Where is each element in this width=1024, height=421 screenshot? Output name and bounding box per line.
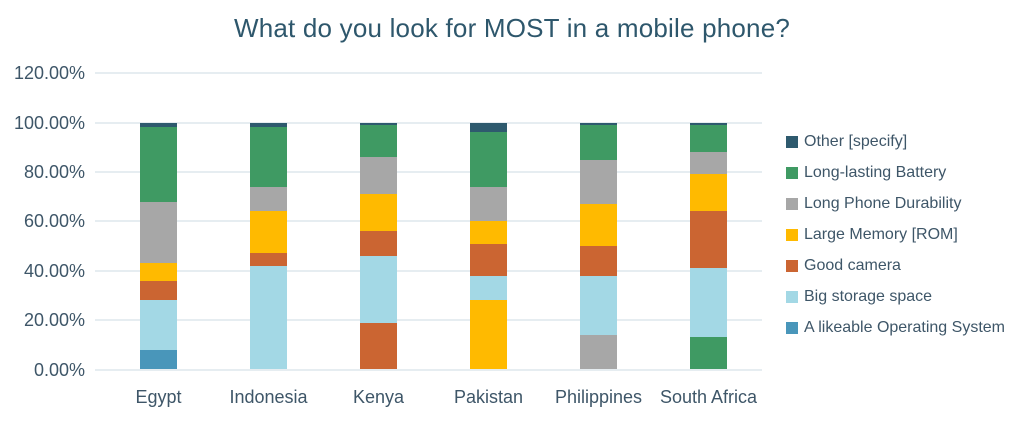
y-axis-tick-label: 60.00% xyxy=(23,211,85,232)
bar-egypt-segment-good-camera xyxy=(140,280,177,301)
bar-egypt-segment-large-memory-rom- xyxy=(140,263,177,281)
legend-item-good-camera: Good camera xyxy=(786,256,901,276)
y-axis-tick-label: 0.00% xyxy=(33,359,85,380)
y-axis-tick-label: 80.00% xyxy=(23,161,85,182)
legend-swatch-big-storage-space xyxy=(786,291,798,303)
y-axis-tick-label: 120.00% xyxy=(13,63,85,84)
bar-kenya-segment-other-specify- xyxy=(360,122,397,125)
legend-swatch-a-likeable-operating-system xyxy=(786,322,798,334)
bar-philippines-segment-other-specify- xyxy=(580,122,617,125)
bar-egypt-segment-long-lasting-battery xyxy=(140,127,177,202)
x-axis-label-philippines: Philippines xyxy=(554,387,643,407)
legend-label-long-phone-durability: Long Phone Durability xyxy=(804,195,962,212)
bar-indonesia-segment-long-phone-durability xyxy=(250,186,287,212)
bar-egypt-segment-other-specify- xyxy=(140,122,177,128)
legend-label-good-camera: Good camera xyxy=(804,257,901,274)
bar-pakistan-segment-large-memory-rom- xyxy=(470,300,507,370)
bar-south-africa-segment-long-lasting-battery xyxy=(690,124,727,153)
gridline-80 xyxy=(95,170,762,173)
legend-label-long-lasting-battery: Long-lasting Battery xyxy=(804,164,947,181)
bar-pakistan-segment-big-storage-space xyxy=(470,275,507,301)
bar-pakistan-segment-long-lasting-battery xyxy=(470,132,507,187)
legend-swatch-large-memory-rom- xyxy=(786,229,798,241)
gridline-100 xyxy=(95,121,762,124)
bar-philippines-segment-large-memory-rom- xyxy=(580,204,617,246)
bar-south-africa-segment-other-specify- xyxy=(690,122,727,125)
bar-indonesia-segment-other-specify- xyxy=(250,122,287,128)
bar-philippines-segment-long-lasting-battery xyxy=(580,124,617,160)
legend-swatch-good-camera xyxy=(786,260,798,272)
legend-item-a-likeable-operating-system: A likeable Operating System xyxy=(786,318,1005,338)
legend-swatch-long-phone-durability xyxy=(786,198,798,210)
gridline-60 xyxy=(95,220,762,223)
legend-label-other-specify-: Other [specify] xyxy=(804,133,908,150)
bar-indonesia-segment-large-memory-rom- xyxy=(250,211,287,254)
bar-south-africa-segment-good-camera xyxy=(690,211,727,269)
x-axis-label-south-africa: South Africa xyxy=(659,387,758,407)
bar-indonesia-segment-long-lasting-battery xyxy=(250,127,287,187)
legend-item-large-memory-rom-: Large Memory [ROM] xyxy=(786,225,958,245)
bar-south-africa-segment-large-memory-rom- xyxy=(690,174,727,212)
legend-item-long-lasting-battery: Long-lasting Battery xyxy=(786,163,946,183)
legend-swatch-long-lasting-battery xyxy=(786,167,798,179)
bar-philippines-segment-long-phone-durability xyxy=(580,334,617,370)
legend-swatch-other-specify- xyxy=(786,136,798,148)
gridline-20 xyxy=(95,319,762,322)
legend-label-large-memory-rom-: Large Memory [ROM] xyxy=(804,226,958,243)
x-axis-label-pakistan: Pakistan xyxy=(453,387,524,407)
bar-south-africa-segment-long-lasting-battery xyxy=(690,337,727,370)
bar-kenya-segment-long-lasting-battery xyxy=(360,124,397,158)
x-axis-label-indonesia: Indonesia xyxy=(229,387,308,407)
bar-indonesia-segment-big-storage-space xyxy=(250,265,287,370)
legend-label-big-storage-space: Big storage space xyxy=(804,288,933,305)
gridline-40 xyxy=(95,269,762,272)
bar-philippines-segment-long-phone-durability xyxy=(580,159,617,204)
bar-indonesia-segment-good-camera xyxy=(250,253,287,266)
legend-item-long-phone-durability: Long Phone Durability xyxy=(786,194,961,214)
gridline-0 xyxy=(95,368,762,371)
y-axis-tick-label: 20.00% xyxy=(23,310,85,331)
gridline-120 xyxy=(95,72,762,75)
bar-pakistan-segment-long-phone-durability xyxy=(470,186,507,222)
legend-item-big-storage-space: Big storage space xyxy=(786,287,932,307)
bar-egypt-segment-big-storage-space xyxy=(140,300,177,350)
bar-egypt-segment-long-phone-durability xyxy=(140,201,177,264)
bar-pakistan-segment-large-memory-rom- xyxy=(470,221,507,244)
bar-pakistan-segment-good-camera xyxy=(470,243,507,276)
bar-egypt-segment-a-likeable-operating-system xyxy=(140,349,177,370)
legend-item-other-specify-: Other [specify] xyxy=(786,132,907,152)
bar-kenya-segment-large-memory-rom- xyxy=(360,194,397,232)
bar-philippines-segment-big-storage-space xyxy=(580,275,617,335)
x-axis-label-kenya: Kenya xyxy=(352,387,405,407)
bar-kenya-segment-long-phone-durability xyxy=(360,157,397,195)
bar-philippines-segment-good-camera xyxy=(580,246,617,276)
chart-title: What do you look for MOST in a mobile ph… xyxy=(233,13,791,43)
bar-kenya-segment-good-camera xyxy=(360,322,397,370)
bar-kenya-segment-good-camera xyxy=(360,231,397,256)
y-axis-tick-label: 100.00% xyxy=(13,112,85,133)
y-axis-tick-label: 40.00% xyxy=(23,260,85,281)
bar-pakistan-segment-other-specify- xyxy=(470,122,507,133)
x-axis-label-egypt: Egypt xyxy=(135,387,182,407)
legend-label-a-likeable-operating-system: A likeable Operating System xyxy=(804,319,1005,336)
bar-south-africa-segment-long-phone-durability xyxy=(690,152,727,175)
bar-south-africa-segment-big-storage-space xyxy=(690,268,727,338)
bar-kenya-segment-big-storage-space xyxy=(360,255,397,323)
